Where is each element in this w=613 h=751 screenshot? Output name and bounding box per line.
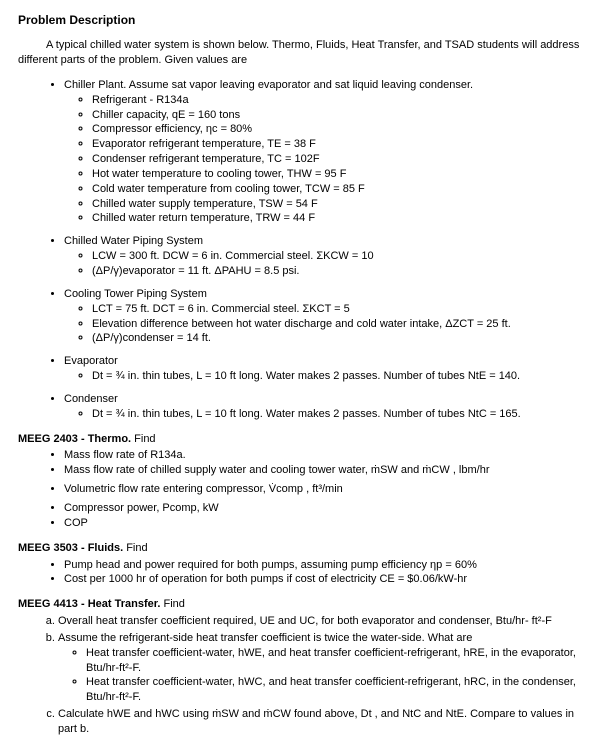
item-b-text: Assume the refrigerant-side heat transfe…: [58, 632, 472, 644]
cwps-head: Chilled Water Piping System: [64, 235, 203, 247]
ctps-head: Cooling Tower Piping System: [64, 288, 207, 300]
intro-text: A typical chilled water system is shown …: [18, 38, 595, 68]
meeg-3503-list: Pump head and power required for both pu…: [18, 558, 595, 588]
evap-sub: Dt = ¾ in. thin tubes, L = 10 ft long. W…: [64, 369, 595, 384]
list-item: Evaporator refrigerant temperature, TE =…: [92, 137, 595, 152]
list-item: Volumetric flow rate entering compressor…: [64, 482, 595, 497]
list-item: Condenser refrigerant temperature, TC = …: [92, 152, 595, 167]
ctps-sub: LCT = 75 ft. DCT = 6 in. Commercial stee…: [64, 302, 595, 347]
given-values-list: Chiller Plant. Assume sat vapor leaving …: [18, 78, 595, 422]
meeg-4413-head: MEEG 4413 - Heat Transfer. Find: [18, 597, 595, 612]
list-item: Compressor power, Pcomp, kW: [64, 501, 595, 516]
find-label: Find: [123, 542, 147, 554]
list-item: Assume the refrigerant-side heat transfe…: [58, 631, 595, 705]
chiller-sub: Refrigerant - R134a Chiller capacity, qE…: [64, 93, 595, 227]
cooling-tower-piping: Cooling Tower Piping System LCT = 75 ft.…: [64, 287, 595, 346]
find-label: Find: [131, 433, 155, 445]
list-item: Refrigerant - R134a: [92, 93, 595, 108]
meeg-3503-title: MEEG 3503 - Fluids.: [18, 542, 123, 554]
cond-sub: Dt = ¾ in. thin tubes, L = 10 ft long. W…: [64, 407, 595, 422]
evap-head: Evaporator: [64, 355, 118, 367]
find-label: Find: [160, 598, 184, 610]
list-item: Chiller capacity, qE = 160 tons: [92, 108, 595, 123]
chiller-head: Chiller Plant. Assume sat vapor leaving …: [64, 79, 473, 91]
list-item: Overall heat transfer coefficient requir…: [58, 614, 595, 629]
page-title: Problem Description: [18, 12, 595, 28]
meeg-3503-head: MEEG 3503 - Fluids. Find: [18, 541, 595, 556]
list-item: (ΔP/γ)evaporator = 11 ft. ΔPAHU = 8.5 ps…: [92, 264, 595, 279]
meeg-2403-title: MEEG 2403 - Thermo.: [18, 433, 131, 445]
list-item: Heat transfer coefficient-water, hWC, an…: [86, 675, 595, 705]
list-item: Pump head and power required for both pu…: [64, 558, 595, 573]
meeg-4413-title: MEEG 4413 - Heat Transfer.: [18, 598, 160, 610]
list-item: Cost per 1000 hr of operation for both p…: [64, 572, 595, 587]
evaporator: Evaporator Dt = ¾ in. thin tubes, L = 10…: [64, 354, 595, 384]
meeg-2403-list: Mass flow rate of R134a. Mass flow rate …: [18, 448, 595, 530]
list-item: Compressor efficiency, ηc = 80%: [92, 122, 595, 137]
list-item: LCT = 75 ft. DCT = 6 in. Commercial stee…: [92, 302, 595, 317]
list-item: COP: [64, 516, 595, 531]
item-b-sub: Heat transfer coefficient-water, hWE, an…: [58, 646, 595, 705]
list-item: Mass flow rate of chilled supply water a…: [64, 463, 595, 478]
list-item: Mass flow rate of R134a.: [64, 448, 595, 463]
list-item: Chilled water supply temperature, TSW = …: [92, 197, 595, 212]
list-item: Dt = ¾ in. thin tubes, L = 10 ft long. W…: [92, 369, 595, 384]
cwps-sub: LCW = 300 ft. DCW = 6 in. Commercial ste…: [64, 249, 595, 279]
chiller-plant: Chiller Plant. Assume sat vapor leaving …: [64, 78, 595, 226]
list-item: Cold water temperature from cooling towe…: [92, 182, 595, 197]
list-item: Chilled water return temperature, TRW = …: [92, 211, 595, 226]
list-item: Dt = ¾ in. thin tubes, L = 10 ft long. W…: [92, 407, 595, 422]
meeg-4413-list: Overall heat transfer coefficient requir…: [18, 614, 595, 737]
list-item: Calculate hWE and hWC using ṁSW and ṁCW …: [58, 707, 595, 737]
chilled-water-piping: Chilled Water Piping System LCW = 300 ft…: [64, 234, 595, 279]
list-item: Heat transfer coefficient-water, hWE, an…: [86, 646, 595, 676]
cond-head: Condenser: [64, 393, 118, 405]
list-item: Hot water temperature to cooling tower, …: [92, 167, 595, 182]
meeg-2403-head: MEEG 2403 - Thermo. Find: [18, 432, 595, 447]
list-item: Elevation difference between hot water d…: [92, 317, 595, 332]
list-item: LCW = 300 ft. DCW = 6 in. Commercial ste…: [92, 249, 595, 264]
list-item: (ΔP/γ)condenser = 14 ft.: [92, 331, 595, 346]
condenser: Condenser Dt = ¾ in. thin tubes, L = 10 …: [64, 392, 595, 422]
